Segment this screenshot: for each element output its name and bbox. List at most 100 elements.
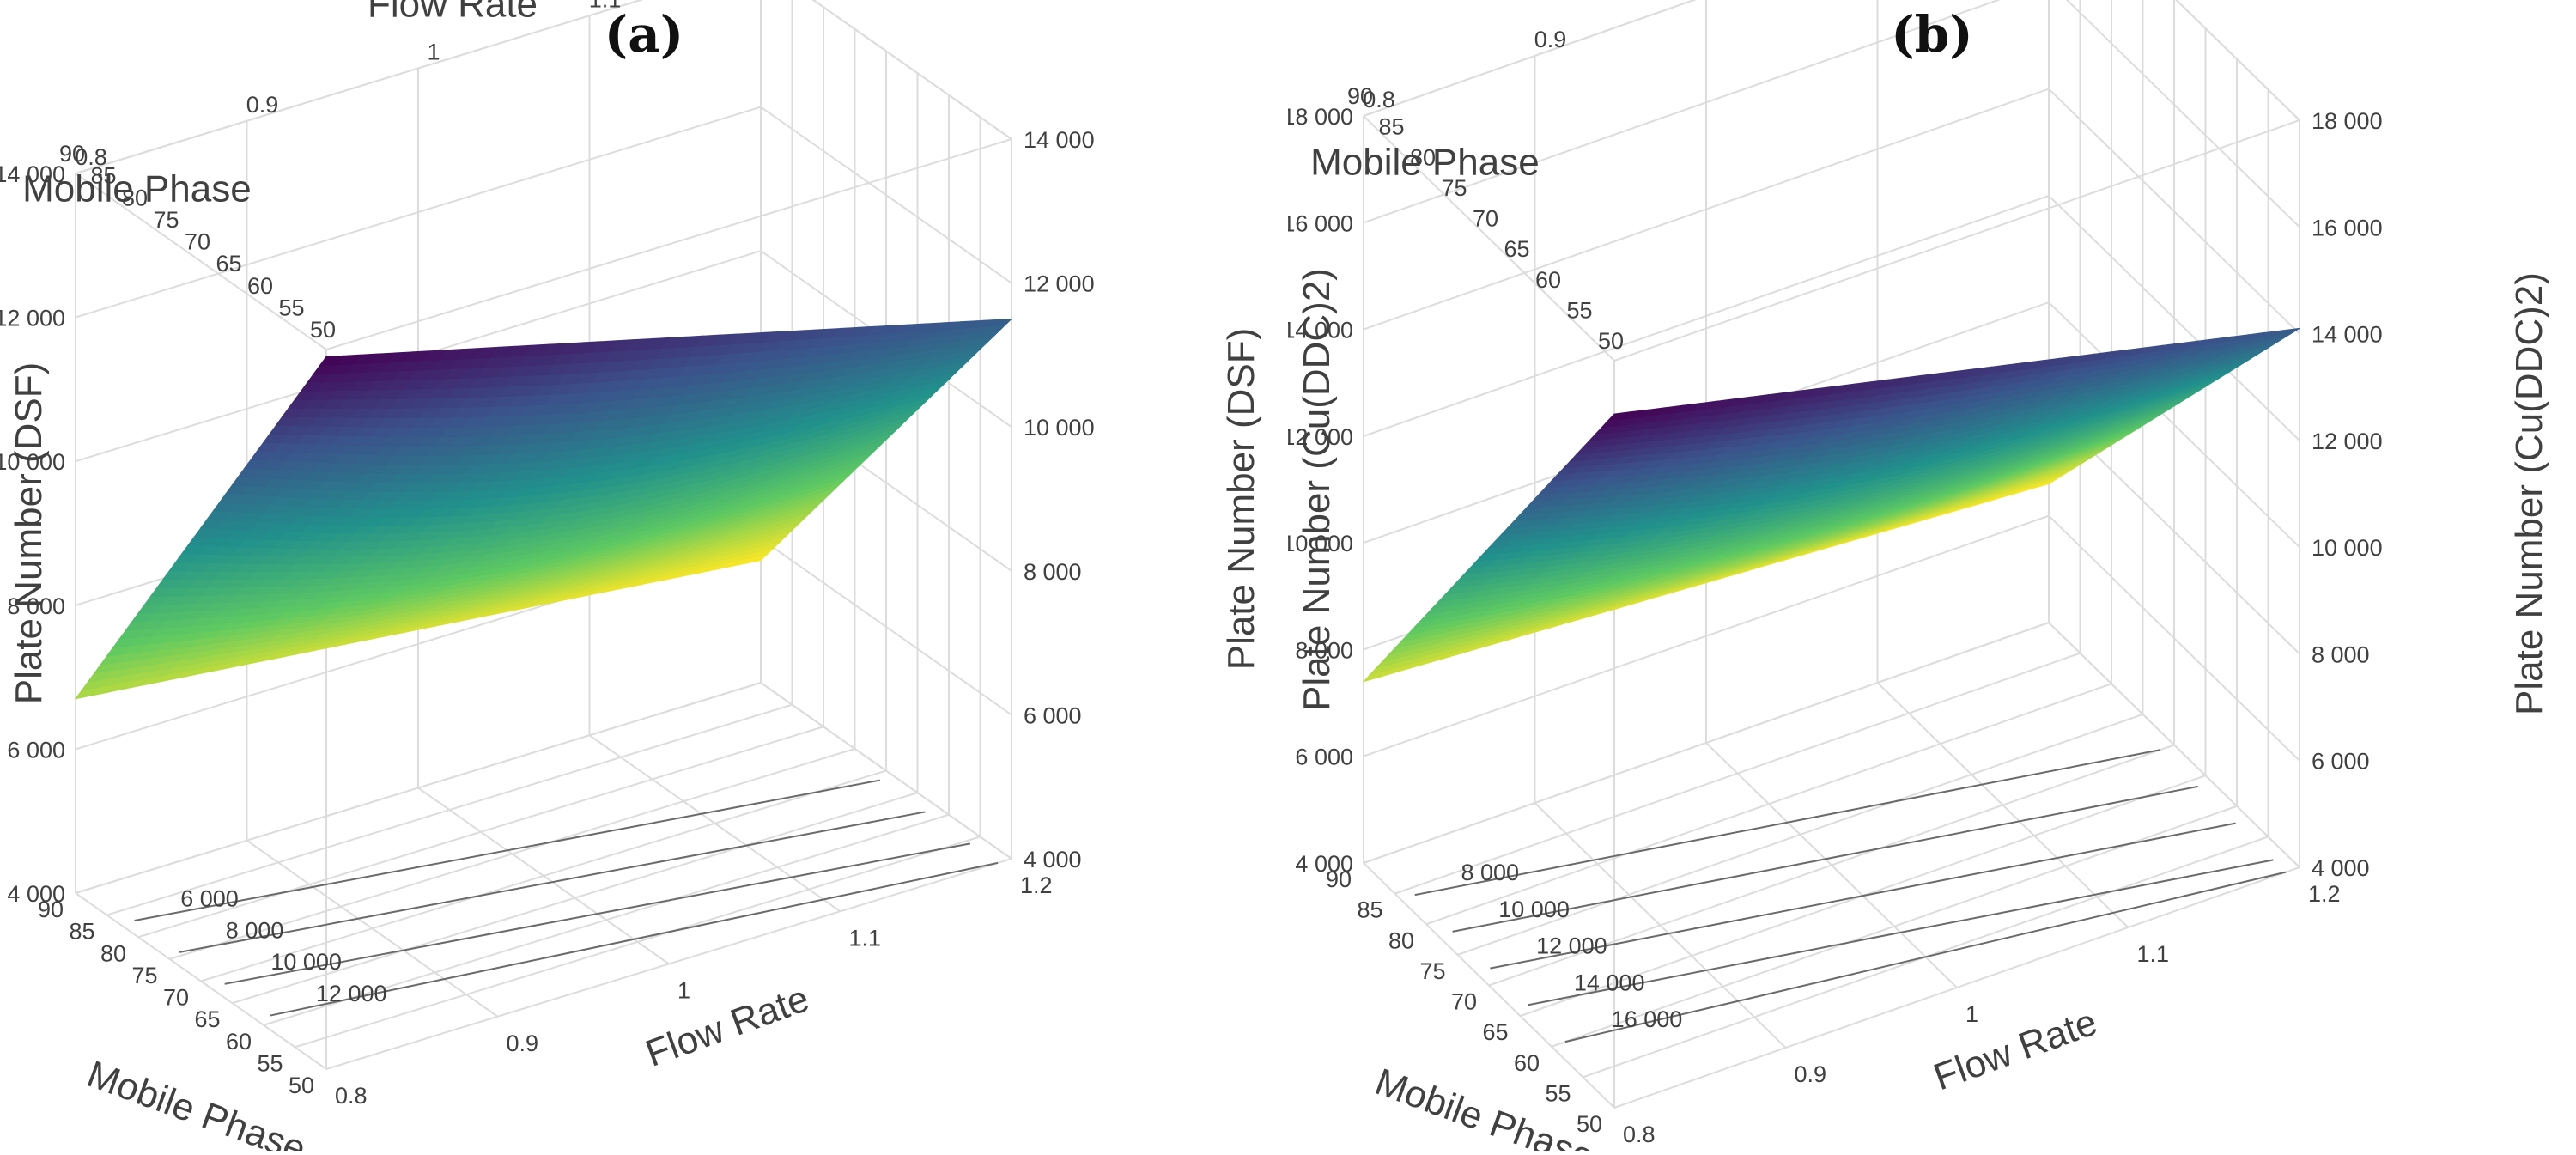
- contour-label: 12 000: [1536, 933, 1607, 959]
- z-tick-label-right: 12 000: [2312, 429, 2383, 454]
- x-tick-label: 55: [1545, 1080, 1571, 1106]
- x-tick-label: 55: [257, 1050, 283, 1076]
- z-tick-label-right: 10 000: [2312, 535, 2383, 561]
- x-tick-label-top: 50: [310, 317, 336, 343]
- floor-contours: 6 000 8 000 10 000 12 000: [134, 779, 999, 1017]
- x-tick-label: 75: [131, 963, 157, 988]
- y-axis-title: Flow Rate: [641, 977, 815, 1075]
- z-tick-label-right: 4 000: [2312, 855, 2370, 881]
- x-tick-label-top: 55: [1566, 297, 1592, 323]
- grid-lines: [75, 0, 1012, 1070]
- tick-labels: 9090858580807575707065656060555550500.80…: [0, 0, 1095, 1109]
- z-tick-label-left: 14 000: [0, 161, 65, 187]
- z-axis-title-right: Plate Number (Cu(DDC)2): [2508, 272, 2550, 715]
- z-tick-label-right: 10 000: [1024, 415, 1095, 441]
- z-axis-title-right: Plate Number (DSF): [1220, 328, 1262, 671]
- z-tick-label-right: 6 000: [2312, 749, 2370, 775]
- x-tick-label-top: 80: [1410, 144, 1436, 170]
- x-tick-label: 90: [1326, 866, 1352, 892]
- z-tick-label-right: 4 000: [1024, 847, 1082, 872]
- z-tick-label-right: 6 000: [1024, 702, 1082, 728]
- y-tick-label: 0.8: [335, 1083, 368, 1109]
- z-tick-label-left: 4 000: [1295, 851, 1353, 877]
- x-tick-label: 50: [289, 1073, 314, 1098]
- tick-labels: 9090858580807575707065656060555550500.80…: [1282, 27, 2383, 1147]
- y-tick-label: 1.1: [2137, 941, 2170, 967]
- x-tick-label: 70: [1451, 989, 1477, 1015]
- y-tick-label-top: 0.9: [246, 92, 279, 118]
- z-tick-label-right: 18 000: [2312, 108, 2383, 134]
- y-tick-label-top: 1.1: [589, 0, 622, 12]
- x-tick-label: 65: [1482, 1019, 1508, 1045]
- x-tick-label-top: 80: [122, 185, 148, 210]
- y-tick-label-top: 1: [427, 40, 440, 65]
- z-tick-label-left: 4 000: [7, 881, 65, 907]
- z-tick-label-left: 6 000: [1295, 745, 1353, 770]
- contour-label: 8 000: [226, 917, 284, 943]
- z-tick-label-left: 10 000: [1288, 531, 1353, 556]
- x-tick-label-top: 85: [1378, 114, 1404, 140]
- y-tick-label: 0.9: [1795, 1061, 1827, 1087]
- x-tick-label: 85: [1357, 897, 1382, 923]
- contour-line: [134, 779, 880, 921]
- y-axis-title: Flow Rate: [1929, 1001, 2103, 1099]
- panel-label-a: (a): [604, 5, 684, 64]
- y-tick-label-top: 0.8: [75, 144, 107, 170]
- x-axis-title-top: Mobile Phase: [22, 167, 252, 210]
- x-tick-label: 65: [194, 1006, 220, 1032]
- chart-panel-b: (b) 8 000 10 000 12 000 14 000 16 000 90 90 85 8…: [1282, 0, 2576, 1155]
- z-tick-label-left: 10 000: [0, 449, 65, 475]
- contour-label: 12 000: [316, 981, 387, 1006]
- contour-line: [1564, 871, 2287, 1043]
- x-tick-label: 80: [100, 940, 126, 966]
- contour-label: 14 000: [1574, 970, 1645, 995]
- x-tick-label: 85: [69, 919, 94, 945]
- contour-line: [1452, 785, 2199, 933]
- x-tick-label: 90: [38, 897, 64, 922]
- z-tick-label-left: 12 000: [1288, 424, 1353, 450]
- floor-contours: 8 000 10 000 12 000 14 000 16 000: [1414, 749, 2287, 1043]
- x-tick-label: 50: [1577, 1111, 1602, 1137]
- z-tick-label-right: 16 000: [2312, 215, 2383, 240]
- y-tick-label: 1.2: [2308, 881, 2341, 907]
- x-tick-label-top: 90: [59, 141, 85, 167]
- z-tick-label-left: 8 000: [1295, 637, 1353, 663]
- x-tick-label: 75: [1419, 958, 1445, 984]
- y-tick-label: 1: [1965, 1001, 1978, 1027]
- contour-label: 10 000: [1498, 897, 1570, 922]
- z-tick-label-right: 14 000: [1024, 127, 1095, 153]
- y-tick-label: 0.9: [507, 1030, 539, 1056]
- x-tick-label-top: 90: [1347, 83, 1373, 109]
- x-tick-label-top: 65: [1504, 236, 1529, 262]
- z-tick-label-right: 8 000: [2312, 641, 2370, 667]
- x-tick-label: 60: [226, 1029, 252, 1055]
- z-axis-title-left: Plate Number (Cu(DDC)2): [1296, 268, 1338, 711]
- x-tick-label-top: 75: [153, 207, 179, 233]
- y-tick-label-top: 0.9: [1534, 27, 1567, 52]
- z-tick-label-left: 12 000: [0, 306, 65, 331]
- chart-panel-a: (a) 6 000 8 000 10 000 12 000 90 90 85 85 80 80 75…: [0, 0, 1288, 1155]
- y-axis-title-top: Flow Rate: [368, 0, 538, 26]
- x-tick-label: 70: [163, 985, 189, 1011]
- contour-line: [179, 811, 926, 953]
- z-tick-label-left: 6 000: [7, 737, 65, 763]
- contour-label: 8 000: [1461, 860, 1519, 885]
- x-tick-label-top: 60: [247, 273, 273, 299]
- contour-label: 10 000: [270, 949, 342, 975]
- contour-line: [1490, 822, 2236, 970]
- x-tick-label: 80: [1388, 927, 1414, 953]
- z-tick-label-right: 12 000: [1024, 271, 1095, 297]
- x-tick-label: 60: [1514, 1050, 1540, 1076]
- y-tick-label: 1: [677, 978, 690, 1004]
- contour-label: 16 000: [1612, 1006, 1683, 1032]
- x-tick-label-top: 60: [1535, 267, 1561, 293]
- x-tick-label-top: 70: [1473, 206, 1498, 232]
- y-tick-label: 1.2: [1020, 872, 1053, 898]
- z-tick-label-right: 14 000: [2312, 322, 2383, 348]
- x-tick-label-top: 55: [278, 295, 304, 320]
- y-tick-label: 0.8: [1623, 1122, 1656, 1147]
- x-tick-label-top: 75: [1441, 175, 1467, 201]
- z-tick-label-left: 18 000: [1288, 104, 1353, 130]
- contour-line: [224, 842, 971, 985]
